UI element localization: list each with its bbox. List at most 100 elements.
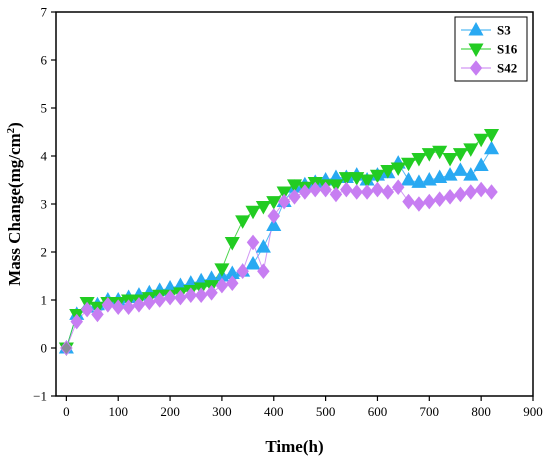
data-point-s42 [454, 186, 467, 203]
data-point-s42 [163, 289, 177, 306]
y-tick-label: 3 [41, 197, 48, 212]
x-axis-title: Time(h) [265, 437, 323, 456]
y-tick-label: 6 [41, 53, 48, 68]
data-point-s3 [255, 239, 271, 253]
series-markers [58, 128, 500, 357]
data-point-s16 [411, 152, 427, 167]
x-tick-label: 800 [471, 404, 491, 419]
data-point-s16 [483, 128, 500, 143]
data-point-s3 [463, 167, 479, 181]
data-point-s42 [329, 186, 343, 203]
x-tick-label: 600 [368, 404, 388, 419]
data-point-s42 [91, 306, 104, 323]
data-point-s42 [464, 184, 478, 200]
y-axis-title: Mass Change(mg/cm2) [5, 122, 24, 286]
y-tick-label: 1 [41, 293, 48, 308]
data-point-s42 [298, 184, 312, 200]
data-point-s42 [443, 189, 457, 205]
data-point-s16 [224, 236, 240, 251]
data-point-s42 [226, 275, 239, 291]
data-point-s16 [328, 179, 344, 193]
data-point-s42 [350, 184, 363, 200]
data-point-s16 [390, 162, 406, 177]
data-point-s42 [308, 181, 322, 198]
data-point-s16 [214, 263, 230, 277]
y-tick-label: 2 [41, 245, 48, 260]
data-point-s42 [205, 285, 218, 301]
data-point-s42 [319, 181, 332, 198]
legend-item-s42: S42 [461, 60, 517, 76]
y-axis-title-tail: ) [5, 122, 24, 128]
data-point-s16 [245, 205, 261, 220]
data-point-s16 [463, 143, 479, 157]
series-lines [65, 133, 492, 349]
data-point-s16 [255, 200, 271, 215]
y-tick-label: −1 [33, 389, 47, 404]
data-point-s16 [266, 196, 282, 210]
data-point-s16 [442, 152, 458, 167]
data-point-s42 [111, 299, 125, 315]
data-point-s42 [70, 313, 83, 330]
x-tick-label: 700 [420, 404, 440, 419]
data-point-s3 [483, 140, 500, 155]
x-tick-label: 500 [316, 404, 336, 419]
data-point-s3 [452, 162, 468, 176]
x-tick-label: 0 [63, 404, 70, 419]
x-tick-label: 100 [108, 404, 128, 419]
data-point-s42 [257, 263, 270, 279]
legend-item-s3: S3 [461, 21, 511, 38]
x-tick-label: 400 [264, 404, 284, 419]
data-point-s42 [236, 263, 249, 279]
y-tick-label: 0 [41, 341, 48, 356]
legend-marker [469, 60, 483, 76]
legend-marker [468, 43, 484, 58]
data-point-s42 [80, 301, 94, 318]
data-point-s3 [473, 157, 489, 172]
origin-point [61, 342, 72, 354]
data-point-s42 [194, 287, 208, 303]
data-point-s42 [340, 181, 353, 198]
data-point-s16 [452, 148, 468, 162]
data-point-s16 [473, 133, 489, 148]
data-point-s16 [276, 186, 292, 201]
data-point-s16 [338, 172, 354, 186]
y-tick-label: 5 [41, 101, 48, 116]
legend-label: S16 [497, 42, 518, 57]
data-point-s42 [288, 189, 301, 205]
data-point-s42 [184, 287, 198, 303]
data-point-s42 [143, 294, 156, 311]
data-point-s16 [401, 157, 417, 172]
data-point-s3 [442, 167, 458, 181]
legend-label: S42 [497, 61, 517, 76]
data-point-s42 [246, 234, 260, 251]
y-tick-label: 4 [41, 149, 48, 164]
data-point-s16 [421, 148, 437, 162]
legend-marker [468, 21, 484, 36]
data-point-s42 [277, 193, 291, 210]
data-point-s42 [174, 289, 187, 306]
x-tick-label: 200 [160, 404, 180, 419]
data-point-s3 [401, 171, 417, 186]
data-point-s3 [266, 217, 282, 232]
data-point-s42 [360, 184, 374, 200]
data-point-s42 [381, 184, 395, 200]
legend-item-s16: S16 [461, 42, 518, 58]
data-point-s42 [474, 181, 488, 198]
legend-label: S3 [497, 23, 511, 38]
data-point-s16 [369, 169, 385, 184]
x-tick-label: 300 [212, 404, 232, 419]
data-point-s42 [433, 191, 446, 207]
data-point-s16 [380, 164, 396, 179]
y-axis-ticks: −1 0 1 2 3 4 5 6 7 [33, 5, 56, 404]
data-point-s42 [267, 208, 281, 224]
data-point-s3 [245, 255, 261, 270]
series-line-s16 [65, 133, 492, 349]
y-tick-label: 7 [41, 5, 48, 20]
data-point-s42 [423, 193, 436, 210]
x-tick-label: 900 [523, 404, 543, 419]
x-axis-ticks: 0 100 200 300 400 500 600 700 800 900 [63, 396, 543, 419]
series-line-s42 [65, 186, 492, 349]
data-point-s42 [371, 181, 384, 198]
data-point-s16 [235, 215, 251, 229]
